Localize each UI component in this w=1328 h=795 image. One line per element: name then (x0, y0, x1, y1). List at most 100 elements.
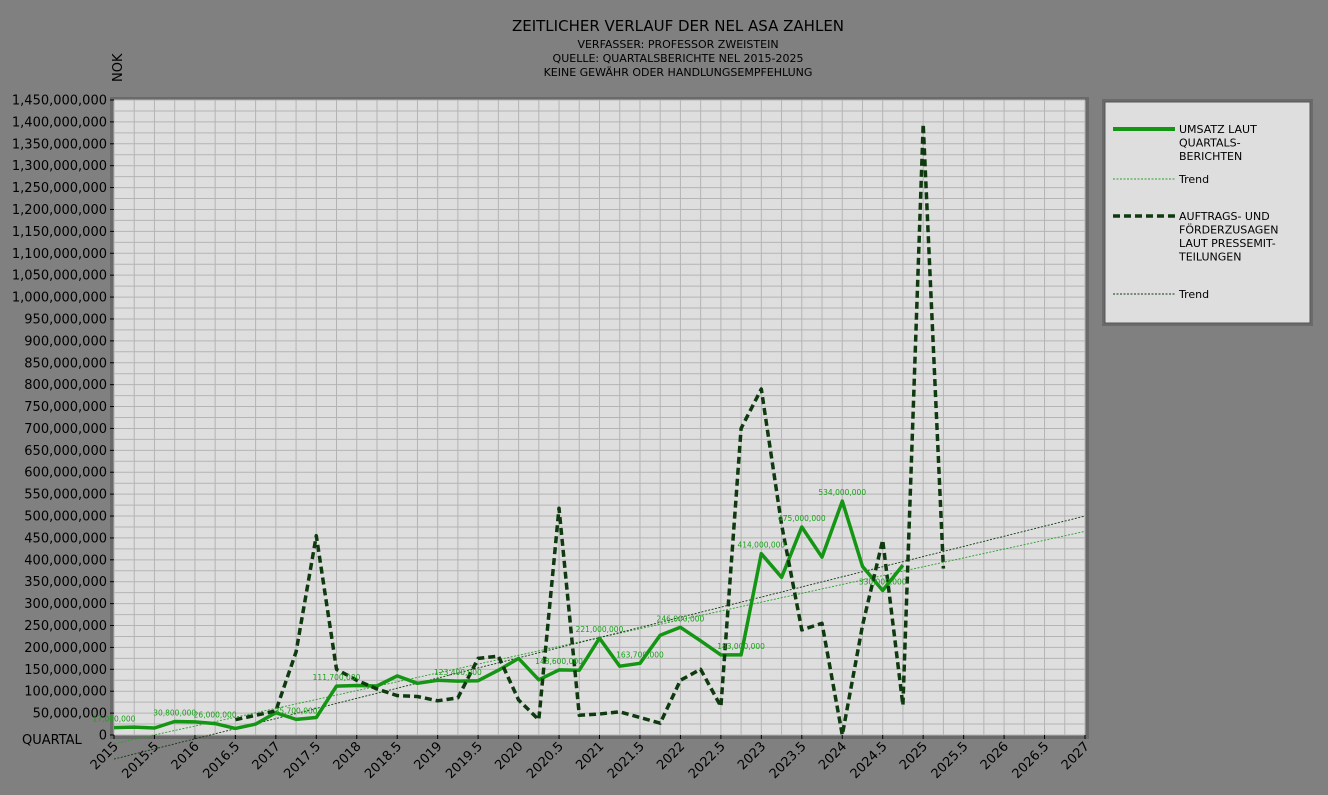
y-tick-label: 1,200,000,000 (12, 203, 107, 218)
y-tick-label: 1,150,000,000 (12, 225, 107, 240)
x-tick-label: 2016 (169, 739, 203, 773)
data-label: 183,000,000 (717, 642, 765, 651)
y-tick-label: 1,300,000,000 (12, 159, 107, 174)
y-tick-label: 800,000,000 (24, 378, 107, 393)
x-tick-label: 2021.5 (605, 739, 648, 782)
x-tick-label: 2019.5 (443, 739, 486, 782)
y-tick-label: 350,000,000 (24, 575, 107, 590)
grid (113, 99, 1086, 736)
x-tick-label: 2025.5 (929, 739, 972, 782)
data-label: 111,700,000 (313, 673, 361, 682)
legend-entry-trend-2: Trend (1113, 288, 1209, 301)
data-label: 221,000,000 (576, 625, 624, 634)
x-tick-label: 2023 (735, 739, 769, 773)
y-axis-label: NOK (111, 53, 126, 82)
data-label: 163,700,000 (616, 650, 664, 659)
y-tick-label: 1,350,000,000 (12, 137, 107, 152)
legend-label: BERICHTEN (1179, 150, 1242, 163)
data-label: 35,700,000 (275, 706, 318, 715)
y-tick-label: 850,000,000 (24, 356, 107, 371)
y-tick-label: 750,000,000 (24, 400, 107, 415)
data-label: 534,000,000 (818, 488, 866, 497)
trend-lines (113, 515, 1086, 760)
x-tick-label: 2021 (573, 739, 607, 773)
data-label: 30,800,000 (153, 709, 196, 718)
y-tick-label: 500,000,000 (24, 510, 107, 525)
series-lines (113, 122, 946, 737)
y-tick-label: 650,000,000 (24, 444, 107, 459)
x-tick-label: 2015.5 (120, 739, 163, 782)
y-tick-label: 1,000,000,000 (12, 291, 107, 306)
data-label: 26,000,000 (194, 711, 237, 720)
chart-title: ZEITLICHER VERLAUF DER NEL ASA ZAHLEN (512, 17, 844, 35)
x-tick-label: 2016.5 (200, 739, 243, 782)
y-tick-label: 950,000,000 (24, 312, 107, 327)
x-tick-label: 2026 (978, 739, 1012, 773)
x-tick-label: 2018 (331, 739, 365, 773)
y-tick-label: 0 (99, 729, 107, 744)
y-tick-label: 400,000,000 (24, 553, 107, 568)
y-tick-label: 550,000,000 (24, 488, 107, 503)
y-tick-label: 1,400,000,000 (12, 115, 107, 130)
chart-subtitle-2: QUELLE: QUARTALSBERICHTE NEL 2015-2025 (553, 52, 804, 65)
data-label: 123,400,000 (434, 668, 482, 677)
x-tick-label: 2025 (897, 739, 931, 773)
chart-subtitle-3: KEINE GEWÄHR ODER HANDLUNGSEMPFEHLUNG (544, 66, 813, 79)
data-label: 148,600,000 (535, 657, 583, 666)
x-tick-label: 2020.5 (524, 739, 567, 782)
series-line-auftraege (235, 122, 946, 737)
legend (1104, 101, 1311, 324)
y-tick-label: 100,000,000 (24, 685, 107, 700)
y-tick-label: 1,100,000,000 (12, 247, 107, 262)
x-tick-label: 2020 (492, 739, 526, 773)
y-tick-label: 300,000,000 (24, 597, 107, 612)
y-tick-label: 250,000,000 (24, 619, 107, 634)
x-tick-label: 2015 (88, 739, 122, 773)
x-tick-label: 2018.5 (362, 739, 405, 782)
x-tick-label: 2019 (411, 739, 445, 773)
y-tick-label: 450,000,000 (24, 531, 107, 546)
x-tick-label: 2026.5 (1010, 739, 1053, 782)
legend-label: Trend (1178, 288, 1209, 301)
x-tick-label: 2024 (816, 739, 850, 773)
legend-label: FÖRDERZUSAGEN (1179, 224, 1279, 237)
trend-line (113, 530, 1086, 745)
data-label: 246,000,000 (657, 614, 705, 623)
data-label: 17,000,000 (93, 715, 136, 724)
x-tick-label: 2022.5 (686, 739, 729, 782)
x-tick-label: 2023.5 (767, 739, 810, 782)
legend-label: LAUT PRESSEMIT- (1179, 237, 1276, 250)
trend-line (113, 515, 1086, 760)
legend-label: Trend (1178, 173, 1209, 186)
legend-label: TEILUNGEN (1178, 251, 1241, 264)
data-label: 475,000,000 (778, 514, 826, 523)
x-tick-label: 2017 (250, 739, 284, 773)
y-tick-label: 50,000,000 (33, 707, 107, 722)
y-axis-ticks: 0 50,000,000 100,000,000 150,000,000 200,000… (12, 94, 114, 744)
y-tick-label: 1,250,000,000 (12, 181, 107, 196)
y-tick-label: 700,000,000 (24, 422, 107, 437)
y-tick-label: 150,000,000 (24, 663, 107, 678)
y-tick-label: 200,000,000 (24, 641, 107, 656)
legend-label: UMSATZ LAUT (1179, 123, 1257, 136)
legend-label: AUFTRAGS- UND (1179, 210, 1270, 223)
y-tick-label: 1,050,000,000 (12, 269, 107, 284)
x-tick-label: 2027 (1059, 739, 1093, 773)
legend-label: QUARTALS- (1179, 137, 1241, 150)
x-axis-label: QUARTAL (22, 733, 83, 748)
x-tick-label: 2024.5 (848, 739, 891, 782)
chart-subtitle-1: VERFASSER: PROFESSOR ZWEISTEIN (577, 38, 778, 51)
y-tick-label: 1,450,000,000 (12, 94, 107, 109)
legend-entry-trend-1: Trend (1113, 173, 1209, 186)
data-label: 330,000,000 (859, 577, 907, 586)
x-tick-label: 2022 (654, 739, 688, 773)
y-tick-label: 600,000,000 (24, 466, 107, 481)
data-label: 414,000,000 (737, 541, 785, 550)
y-tick-label: 900,000,000 (24, 334, 107, 349)
